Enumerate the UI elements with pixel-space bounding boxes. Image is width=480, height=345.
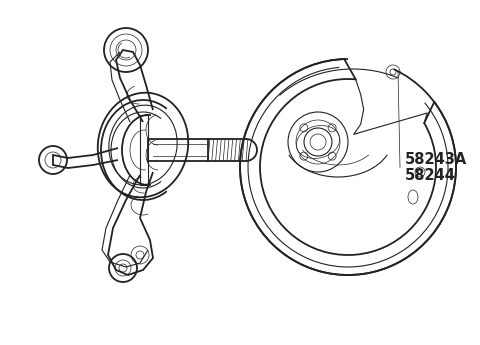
Text: 58243A: 58243A (405, 152, 467, 168)
Text: 58244: 58244 (405, 168, 456, 183)
